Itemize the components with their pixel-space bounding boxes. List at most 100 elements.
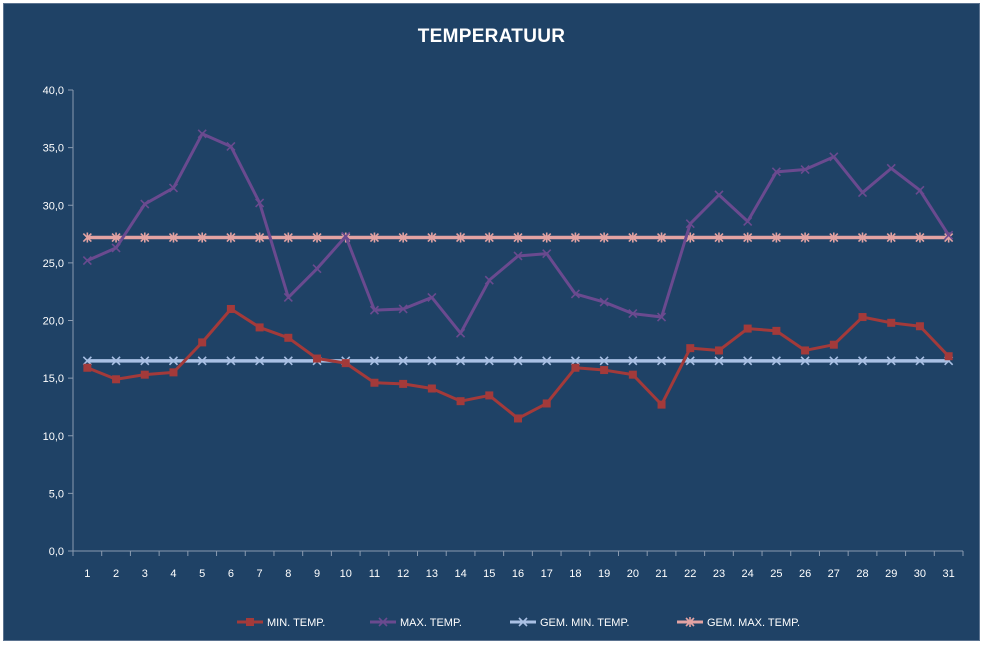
data-point: [456, 397, 465, 406]
data-point: [111, 243, 121, 253]
x-tick-label: 2: [113, 568, 119, 580]
data-point: [456, 356, 466, 366]
data-point: [313, 354, 322, 363]
series-lines: [82, 129, 954, 423]
data-point: [915, 356, 925, 366]
data-point: [656, 356, 667, 366]
data-point: [887, 318, 896, 327]
data-point: [571, 363, 580, 372]
data-point: [197, 356, 207, 366]
data-point: [484, 275, 494, 285]
data-point: [513, 232, 523, 243]
legend-marker: [246, 618, 254, 626]
data-point: [542, 232, 552, 243]
data-point: [513, 356, 523, 366]
data-point: [82, 256, 92, 266]
data-point: [140, 199, 150, 209]
data-point: [369, 232, 380, 243]
y-tick-label: 40,0: [43, 85, 64, 97]
data-point: [312, 232, 322, 243]
data-point: [312, 264, 322, 274]
data-point: [685, 356, 695, 366]
data-point: [743, 356, 753, 366]
data-point: [915, 185, 925, 195]
data-point: [82, 356, 92, 366]
data-point: [427, 384, 436, 393]
data-point: [456, 232, 466, 243]
data-point: [369, 305, 380, 315]
y-tick-label: 35,0: [43, 143, 64, 155]
data-point: [801, 346, 810, 355]
data-point: [169, 368, 178, 377]
x-tick-label: 10: [340, 568, 352, 580]
data-point: [341, 359, 350, 368]
data-point: [858, 313, 867, 322]
x-tick-label: 1: [84, 568, 90, 580]
data-point: [484, 356, 494, 366]
data-point: [657, 400, 666, 409]
data-point: [283, 356, 293, 366]
data-point: [829, 232, 839, 243]
data-point: [369, 356, 380, 366]
legend-label: GEM. MIN. TEMP.: [540, 617, 629, 629]
x-tick-label: 4: [170, 568, 176, 580]
x-tick-label: 12: [397, 568, 409, 580]
data-point: [886, 356, 896, 366]
x-tick-label: 15: [483, 568, 495, 580]
data-point: [800, 356, 810, 366]
data-point: [599, 297, 609, 307]
data-point: [714, 232, 724, 243]
x-tick-label: 26: [799, 568, 811, 580]
x-tick-label: 31: [943, 568, 955, 580]
data-point: [743, 324, 752, 333]
y-tick-label: 10,0: [43, 431, 64, 443]
series-3: [82, 232, 954, 243]
data-point: [485, 391, 494, 400]
x-tick-label: 30: [914, 568, 926, 580]
data-point: [944, 230, 954, 240]
data-point: [398, 356, 408, 366]
data-point: [714, 190, 724, 200]
data-point: [857, 188, 868, 198]
data-point: [542, 356, 552, 366]
data-point: [714, 346, 723, 355]
data-point: [168, 183, 179, 193]
data-point: [284, 333, 293, 342]
data-point: [714, 356, 724, 366]
data-point: [599, 232, 609, 243]
x-tick-label: 27: [828, 568, 840, 580]
data-point: [570, 289, 580, 299]
x-tick-label: 22: [684, 568, 696, 580]
data-point: [886, 163, 896, 173]
data-point: [398, 304, 408, 314]
series-0: [83, 304, 953, 423]
legend-item: GEM. MIN. TEMP.: [510, 617, 629, 629]
x-tick-label: 19: [598, 568, 610, 580]
data-point: [857, 356, 868, 366]
data-point: [513, 251, 523, 261]
data-point: [283, 232, 293, 243]
data-point: [427, 232, 437, 243]
data-point: [886, 232, 896, 243]
data-point: [255, 323, 264, 332]
legend-item: MAX. TEMP.: [370, 617, 462, 629]
x-tick-label: 16: [512, 568, 524, 580]
legend-marker: [518, 617, 528, 627]
data-point: [484, 232, 494, 243]
data-point: [656, 232, 667, 243]
data-point: [82, 232, 92, 243]
x-tick-label: 23: [713, 568, 725, 580]
data-point: [226, 304, 235, 313]
data-point: [915, 322, 924, 331]
x-tick-label: 6: [228, 568, 234, 580]
data-point: [255, 198, 265, 208]
data-point: [427, 356, 437, 366]
data-point: [686, 344, 695, 353]
y-tick-label: 20,0: [43, 316, 64, 328]
x-tick-label: 21: [655, 568, 667, 580]
data-point: [542, 249, 552, 259]
data-point: [197, 232, 207, 243]
data-point: [628, 356, 638, 366]
y-tick-label: 25,0: [43, 258, 64, 270]
data-point: [628, 370, 637, 379]
